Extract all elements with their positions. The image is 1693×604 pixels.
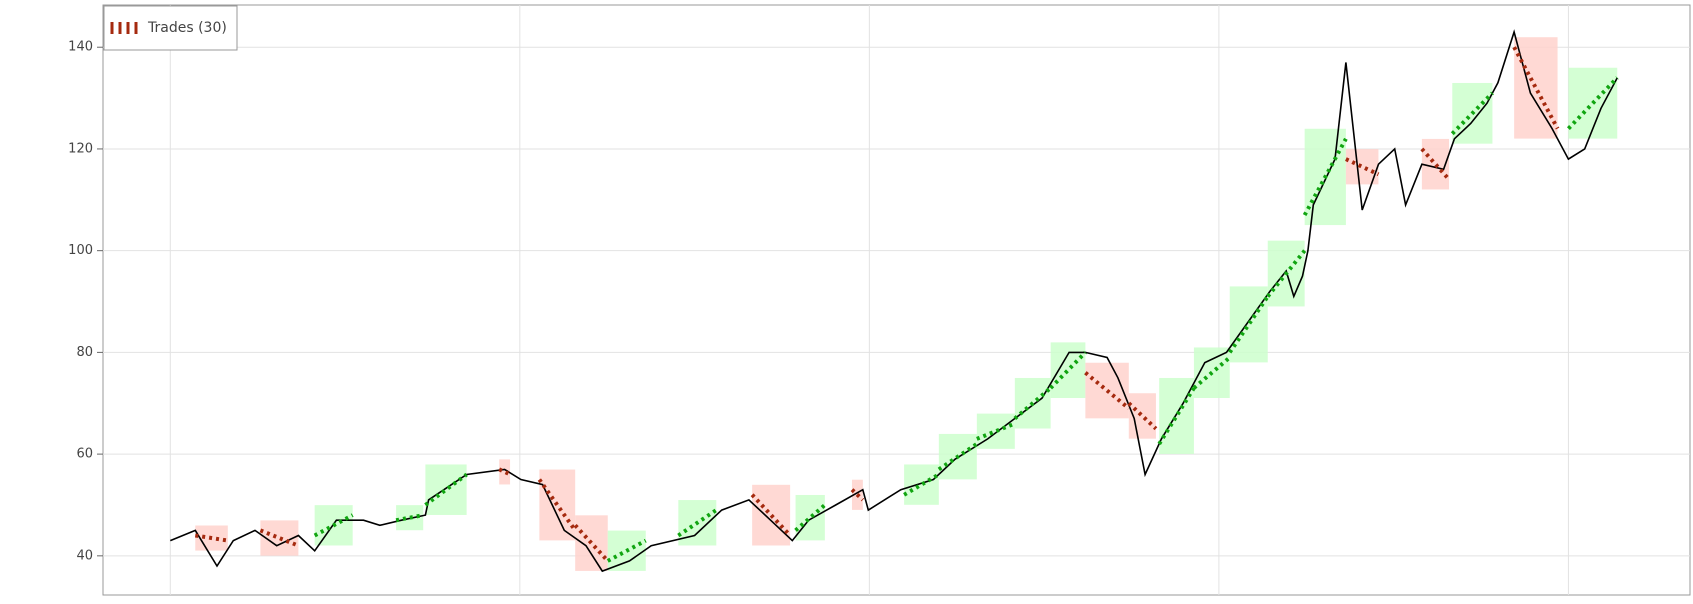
price-line bbox=[169, 29, 1619, 573]
trade-box bbox=[1159, 377, 1194, 454]
trade-line bbox=[194, 533, 229, 543]
trade-line bbox=[937, 442, 978, 472]
trade-line bbox=[313, 513, 354, 538]
trade-line bbox=[1013, 386, 1052, 421]
trade-line bbox=[1566, 76, 1619, 130]
trade-box bbox=[1514, 37, 1558, 139]
trade-line bbox=[498, 467, 511, 477]
trade-line bbox=[677, 508, 718, 538]
trade-box bbox=[752, 484, 791, 546]
trade-line bbox=[1302, 137, 1348, 217]
trade-line bbox=[606, 538, 647, 563]
legend-box bbox=[103, 5, 238, 51]
trade-box bbox=[575, 515, 608, 571]
trade-line bbox=[573, 523, 610, 563]
plot-layer: 40 60 80 100 120 140 bbox=[68, 5, 1690, 595]
trade-line bbox=[395, 513, 424, 523]
y-tick-label: 140 bbox=[68, 40, 93, 55]
y-tick-label: 80 bbox=[76, 345, 93, 360]
y-tick-label: 60 bbox=[76, 447, 93, 462]
trade-box bbox=[1421, 138, 1450, 190]
trade-box bbox=[1229, 286, 1268, 363]
y-tick-label: 120 bbox=[68, 141, 93, 156]
trade-line bbox=[1049, 350, 1087, 390]
trade-line bbox=[1084, 371, 1131, 410]
trade-line bbox=[1512, 46, 1560, 130]
trade-box bbox=[904, 464, 939, 505]
trade-line bbox=[1266, 249, 1307, 298]
legend-label: Trades (30) bbox=[147, 20, 227, 36]
trade-box bbox=[976, 413, 1015, 449]
trade-line bbox=[750, 493, 792, 537]
trade-box bbox=[795, 494, 825, 541]
trade-line bbox=[537, 478, 577, 532]
y-tick-label: 40 bbox=[76, 548, 93, 563]
y-tick-label: 100 bbox=[68, 243, 93, 258]
trade-line bbox=[850, 488, 865, 502]
trade-line bbox=[1228, 295, 1270, 354]
trade-box bbox=[499, 459, 511, 485]
trade-box bbox=[539, 469, 576, 541]
plot-frame bbox=[102, 4, 1691, 596]
trade-line bbox=[1127, 401, 1158, 431]
legend-swatch bbox=[110, 22, 138, 34]
trade-line bbox=[424, 472, 468, 507]
trade-box bbox=[425, 464, 467, 515]
trade-line bbox=[1192, 355, 1232, 390]
trade-line bbox=[1345, 157, 1380, 177]
trade-line bbox=[1450, 91, 1494, 136]
trade-box bbox=[1050, 342, 1086, 398]
